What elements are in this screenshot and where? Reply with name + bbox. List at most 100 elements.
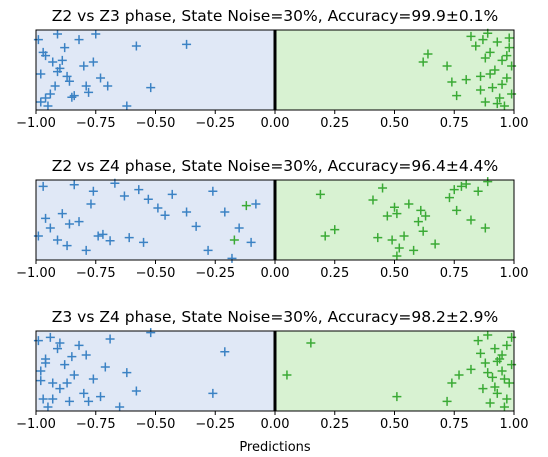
panel-2-positive-point <box>382 211 392 221</box>
panel-1-negative-point <box>53 67 63 77</box>
panel-3-xtick-label: 0.50 <box>380 417 409 432</box>
panel-2-negative-point <box>220 207 230 217</box>
panel-3: Z3 vs Z4 phase, State Noise=30%, Accurac… <box>16 308 528 432</box>
panel-2-xtick-label: 0.75 <box>440 266 469 281</box>
panel-1-xtick-label: 0.00 <box>261 116 290 131</box>
panel-1-positive-point <box>461 75 471 85</box>
panel-2-negative-point <box>246 237 256 247</box>
panel-3-positive-point <box>483 368 493 378</box>
panel-1-negative-point <box>122 101 132 111</box>
panel-2-positive-point <box>399 231 409 241</box>
panel-2-xtick-label: −1.00 <box>16 266 56 281</box>
panel-3-negative-point <box>122 368 132 378</box>
panel-2-negative-point <box>69 180 79 190</box>
panel-3-positive-point <box>490 344 500 354</box>
panel-2-positive-point <box>421 211 431 221</box>
panel-1-positive-point <box>497 55 507 65</box>
panel-2-negative-point <box>143 194 153 204</box>
panel-1-negative-point <box>48 57 58 67</box>
panel-3-xtick-label: −0.25 <box>195 417 235 432</box>
panel-2-negative-point <box>251 199 261 209</box>
panel-2-negative-point <box>98 229 108 239</box>
panel-1: Z2 vs Z3 phase, State Noise=30%, Accurac… <box>16 7 528 131</box>
panel-2-xtick-label: 0.00 <box>261 266 290 281</box>
x-axis-label: Predictions <box>239 440 311 455</box>
panel-3-positive-point <box>492 388 502 398</box>
panel-1-negative-point <box>84 87 94 97</box>
panel-1-xtick-label: −0.75 <box>76 116 116 131</box>
panel-2-negative-point <box>64 219 74 229</box>
panel-1-positive-point <box>502 73 512 83</box>
panel-3-positive-point <box>306 338 316 348</box>
panel-1-negative-point <box>53 29 63 39</box>
panel-1-positive-point <box>423 49 433 59</box>
panel-2-positive-point <box>378 183 388 193</box>
panel-3-xtick-label: 0.25 <box>320 417 349 432</box>
panel-1-xtick-label: 1.00 <box>500 116 529 131</box>
panel-3-negative-point <box>96 392 106 402</box>
panel-1-positive-point <box>502 51 512 61</box>
panel-2-positive-point <box>392 251 402 261</box>
panel-3-positive-point <box>454 370 464 380</box>
panel-1-positive-point <box>447 77 457 87</box>
panel-1-positive-point <box>507 89 517 99</box>
panel-1-positive-point <box>499 101 509 111</box>
panel-3-negative-point <box>67 352 77 362</box>
panel-3-xtick-label: −0.50 <box>136 417 176 432</box>
panel-1-negative-point <box>33 35 43 45</box>
panel-2-xtick-label: −0.25 <box>195 266 235 281</box>
panel-3-negative-point <box>74 340 84 350</box>
panel-3-positive-point <box>497 350 507 360</box>
panel-3-negative-point <box>64 396 74 406</box>
panel-3-xtick-label: 0.75 <box>440 417 469 432</box>
panel-1-xtick-label: −0.50 <box>136 116 176 131</box>
panel-3-xtick-label: 0.00 <box>261 417 290 432</box>
panel-3-negative-point <box>45 332 55 342</box>
panel-3-positive-point <box>282 370 292 380</box>
panel-1-positive-point <box>485 47 495 57</box>
panel-1-negative-point <box>146 83 156 93</box>
panel-2-positive-point <box>418 226 428 236</box>
panel-3-positive-point <box>487 372 497 382</box>
panel-2-negative-point <box>81 245 91 255</box>
panel-3-positive-point <box>507 360 517 370</box>
panel-3-positive-point <box>490 382 500 392</box>
panel-3-positive-point <box>483 330 493 340</box>
panel-2-positive-point <box>387 235 397 245</box>
panel-1-positive-point <box>485 69 495 79</box>
panel-2-negative-point <box>191 221 201 231</box>
panel-2-xtick-label: −0.75 <box>76 266 116 281</box>
panel-3-negative-point <box>220 347 230 357</box>
panel-2-xtick-label: −0.50 <box>136 266 176 281</box>
panel-1-positive-point <box>507 61 517 71</box>
panel-1-positive-point <box>476 85 486 95</box>
panel-1-points <box>33 28 517 111</box>
panel-1-negative-point <box>62 71 72 81</box>
panel-3-negative-point <box>48 378 58 388</box>
panel-2-positive-point <box>473 186 483 196</box>
panel-3-negative-point <box>88 374 98 384</box>
panel-3-negative-point <box>33 336 43 346</box>
panel-1-negative-point <box>79 61 89 71</box>
panel-1-negative-point <box>36 69 46 79</box>
panel-3-positive-point <box>476 348 486 358</box>
panel-3-points <box>33 328 517 412</box>
panel-2-positive-point <box>394 243 404 253</box>
panel-2-positive-point <box>413 217 423 227</box>
panel-3-negative-point <box>115 402 125 412</box>
panel-3-negative-point <box>81 350 91 360</box>
panel-3-negative-point <box>36 376 46 386</box>
panel-1-positive-point <box>492 99 502 109</box>
panel-3-negative-point <box>53 344 63 354</box>
panel-2-negative-point <box>41 213 51 223</box>
panel-3-xtick-label: −0.75 <box>76 417 116 432</box>
panel-1-negative-point <box>81 81 91 91</box>
panel-2-positive-point <box>452 205 462 215</box>
panel-3-negative-point <box>62 378 72 388</box>
panel-2-negative-point <box>53 235 63 245</box>
panel-3-xtick-label: −1.00 <box>16 417 56 432</box>
panel-3-positive-point <box>480 358 490 368</box>
panel-2-negative-point <box>124 233 134 243</box>
panel-1-negative-point <box>43 101 53 111</box>
panel-1-positive-point <box>471 41 481 51</box>
